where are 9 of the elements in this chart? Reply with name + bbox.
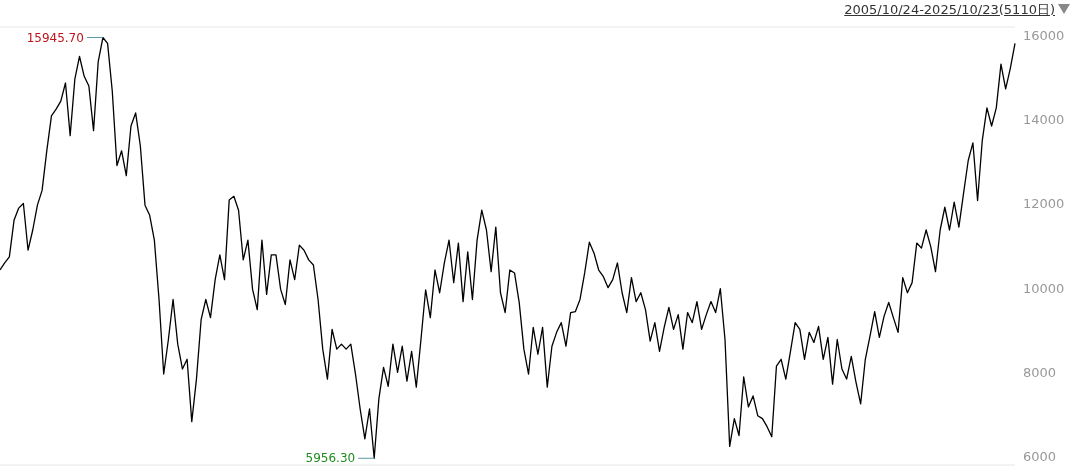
y-tick-label: 8000 bbox=[1023, 364, 1057, 380]
y-tick-label: 12000 bbox=[1023, 196, 1065, 212]
annotation: 5956.30 bbox=[305, 451, 356, 466]
y-tick-label: 6000 bbox=[1023, 449, 1057, 465]
y-tick-label: 16000 bbox=[1023, 28, 1065, 44]
chart-title: 2005/10/24-2025/10/23(5110日) bbox=[844, 1, 1055, 19]
annotation: 15945.70 bbox=[26, 30, 84, 45]
y-tick-label: 14000 bbox=[1023, 112, 1065, 128]
y-tick-label: 10000 bbox=[1023, 280, 1065, 296]
